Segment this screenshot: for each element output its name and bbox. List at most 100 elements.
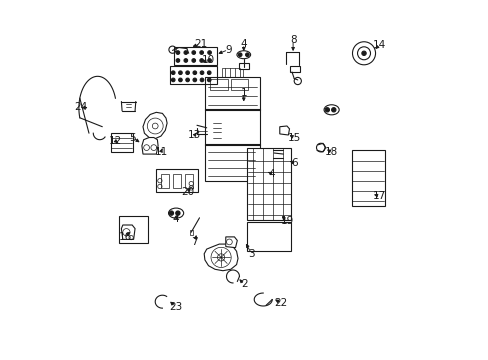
Polygon shape <box>279 126 289 135</box>
Bar <box>351 150 384 206</box>
Circle shape <box>279 150 287 158</box>
Circle shape <box>200 51 203 54</box>
Bar <box>161 174 168 188</box>
Circle shape <box>357 47 370 60</box>
Text: 4: 4 <box>267 168 274 179</box>
Circle shape <box>176 51 179 54</box>
Circle shape <box>325 108 329 112</box>
Text: 20: 20 <box>181 186 194 197</box>
Bar <box>156 169 197 192</box>
Circle shape <box>183 59 187 62</box>
Bar <box>169 66 217 84</box>
Bar <box>289 66 299 72</box>
Circle shape <box>168 46 176 53</box>
Circle shape <box>200 78 203 82</box>
Bar <box>185 174 193 188</box>
Ellipse shape <box>237 51 250 59</box>
Text: 18: 18 <box>325 147 338 157</box>
Circle shape <box>200 71 203 75</box>
Text: 12: 12 <box>109 136 122 146</box>
Text: 6: 6 <box>290 158 297 168</box>
Polygon shape <box>121 225 135 239</box>
Polygon shape <box>142 138 158 154</box>
Circle shape <box>176 59 179 62</box>
Circle shape <box>185 78 189 82</box>
Circle shape <box>268 163 272 168</box>
Text: 19: 19 <box>280 216 293 226</box>
Text: 23: 23 <box>168 302 182 312</box>
Bar <box>247 222 291 251</box>
Circle shape <box>211 247 231 267</box>
Bar <box>173 174 181 188</box>
Circle shape <box>171 78 175 82</box>
Circle shape <box>175 211 180 215</box>
Text: 14: 14 <box>372 40 386 50</box>
Bar <box>238 63 248 69</box>
Text: 24: 24 <box>74 102 87 112</box>
Circle shape <box>192 51 195 54</box>
Polygon shape <box>142 112 167 139</box>
Bar <box>210 79 227 90</box>
Circle shape <box>178 78 182 82</box>
Circle shape <box>200 59 203 62</box>
Text: 17: 17 <box>372 191 386 201</box>
Circle shape <box>207 51 211 54</box>
Circle shape <box>268 150 276 158</box>
Circle shape <box>331 108 335 112</box>
Polygon shape <box>225 237 237 248</box>
Text: 21: 21 <box>194 39 207 49</box>
Circle shape <box>183 51 187 54</box>
Circle shape <box>147 118 163 134</box>
Ellipse shape <box>261 161 276 171</box>
Text: 7: 7 <box>191 237 198 247</box>
Circle shape <box>207 71 211 75</box>
Text: 8: 8 <box>289 35 296 45</box>
Text: 11: 11 <box>154 147 167 157</box>
Text: 13: 13 <box>188 130 201 140</box>
Circle shape <box>245 53 249 57</box>
Circle shape <box>207 78 211 82</box>
Bar <box>222 68 243 77</box>
Circle shape <box>352 42 375 65</box>
Text: 15: 15 <box>287 132 300 143</box>
Bar <box>110 133 133 152</box>
Circle shape <box>316 143 325 152</box>
Bar <box>230 79 247 90</box>
Text: 4: 4 <box>240 39 246 49</box>
Text: 4: 4 <box>172 214 178 224</box>
Circle shape <box>217 254 224 261</box>
Ellipse shape <box>324 105 339 115</box>
Circle shape <box>238 53 242 57</box>
Circle shape <box>361 51 366 55</box>
Circle shape <box>294 77 301 85</box>
Bar <box>204 144 259 181</box>
Circle shape <box>193 71 196 75</box>
Bar <box>118 216 148 243</box>
Bar <box>174 47 216 65</box>
Circle shape <box>207 59 211 62</box>
Circle shape <box>262 163 266 168</box>
Circle shape <box>178 71 182 75</box>
Text: 22: 22 <box>274 298 287 308</box>
Bar <box>204 109 259 145</box>
Text: 5: 5 <box>129 132 136 143</box>
Circle shape <box>185 71 189 75</box>
Circle shape <box>122 229 130 236</box>
Text: 3: 3 <box>248 249 254 259</box>
Text: 16: 16 <box>118 232 131 242</box>
Text: 2: 2 <box>241 279 247 289</box>
Text: 9: 9 <box>224 45 231 55</box>
Ellipse shape <box>168 208 183 218</box>
Circle shape <box>193 78 196 82</box>
Bar <box>247 148 291 220</box>
Circle shape <box>171 71 175 75</box>
Text: 1: 1 <box>240 88 246 98</box>
Circle shape <box>143 145 149 150</box>
Circle shape <box>151 145 156 150</box>
Bar <box>189 230 193 235</box>
Circle shape <box>192 59 195 62</box>
Text: 10: 10 <box>202 55 215 66</box>
Bar <box>204 77 259 110</box>
Circle shape <box>169 211 173 215</box>
Circle shape <box>152 123 158 129</box>
